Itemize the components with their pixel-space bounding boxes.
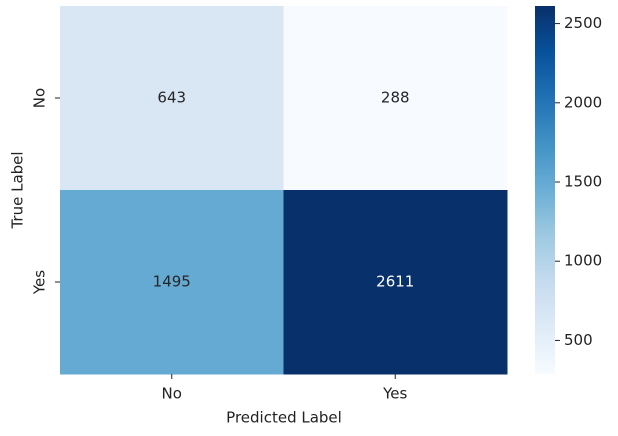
cell-label: 2611	[376, 273, 414, 291]
cell-label: 643	[157, 89, 186, 107]
colorbar-tick-label: 1000	[564, 252, 602, 270]
colorbar-tick-label: 1500	[564, 173, 602, 191]
colorbar-tick-label: 2500	[564, 14, 602, 32]
y-tick-label: Yes	[31, 270, 49, 295]
colorbar-tick-label: 2000	[564, 93, 602, 111]
x-axis-label: Predicted Label	[226, 409, 342, 427]
y-axis-label: True Label	[9, 151, 27, 229]
heatmap-cell	[60, 6, 284, 191]
cell-label: 288	[381, 89, 410, 107]
heatmap-cell	[283, 190, 508, 375]
colorbar	[535, 6, 555, 374]
x-tick-label: Yes	[382, 385, 407, 403]
x-tick-label: No	[162, 385, 182, 403]
cell-label: 1495	[153, 273, 191, 291]
colorbar-tick-label: 500	[564, 331, 593, 349]
heatmap-cell	[60, 190, 284, 375]
heatmap-cell	[283, 6, 508, 191]
y-tick-label: No	[31, 88, 49, 108]
